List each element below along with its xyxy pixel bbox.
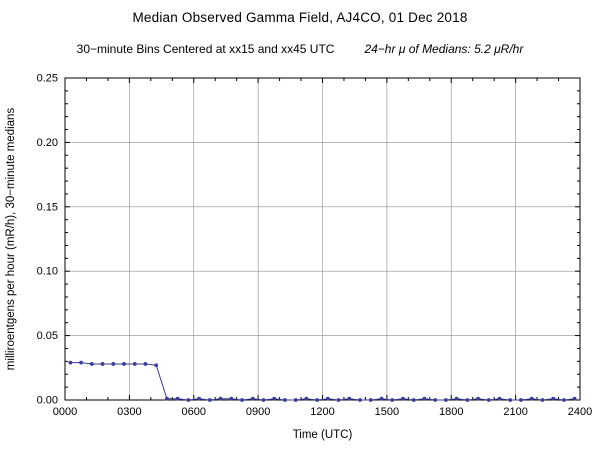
svg-text:0.15: 0.15 — [37, 201, 58, 213]
subtitle-bins-label: 30−minute Bins Centered at xx15 and xx45… — [76, 42, 335, 56]
svg-text:0.25: 0.25 — [37, 73, 58, 85]
chart-subtitle: 30−minute Bins Centered at xx15 and xx45… — [0, 42, 600, 56]
svg-text:1800: 1800 — [439, 406, 463, 418]
svg-text:0900: 0900 — [246, 406, 270, 418]
tick-labels: 0000 0300 0600 0900 1200 1500 1800 2100 2400 0.00… — [37, 73, 593, 419]
gamma-field-line-chart: 0000 0300 0600 0900 1200 1500 1800 2100 2400 0.00… — [5, 73, 593, 442]
grid-lines — [65, 78, 580, 400]
svg-text:2400: 2400 — [568, 406, 592, 418]
subtitle-mean-label: 24−hr μ of Medians: 5.2 μR/hr — [364, 42, 524, 56]
svg-text:0.00: 0.00 — [37, 395, 58, 407]
svg-text:0.20: 0.20 — [37, 137, 58, 149]
svg-text:1200: 1200 — [310, 406, 334, 418]
svg-text:1500: 1500 — [375, 406, 399, 418]
x-axis-title: Time (UTC) — [293, 429, 353, 441]
svg-text:2100: 2100 — [503, 406, 527, 418]
svg-text:0.10: 0.10 — [37, 266, 58, 278]
y-axis-title: milliroentgens per hour (mR/h), 30−minut… — [5, 108, 17, 371]
svg-text:0000: 0000 — [53, 406, 77, 418]
axis-titles: Time (UTC) milliroentgens per hour (mR/h)… — [5, 108, 352, 441]
svg-text:0.05: 0.05 — [37, 330, 58, 342]
plot-frame — [64, 77, 581, 401]
data-series — [68, 360, 577, 402]
page-title: Median Observed Gamma Field, AJ4CO, 01 D… — [132, 10, 468, 25]
svg-text:0300: 0300 — [117, 406, 141, 418]
svg-text:0600: 0600 — [182, 406, 206, 418]
